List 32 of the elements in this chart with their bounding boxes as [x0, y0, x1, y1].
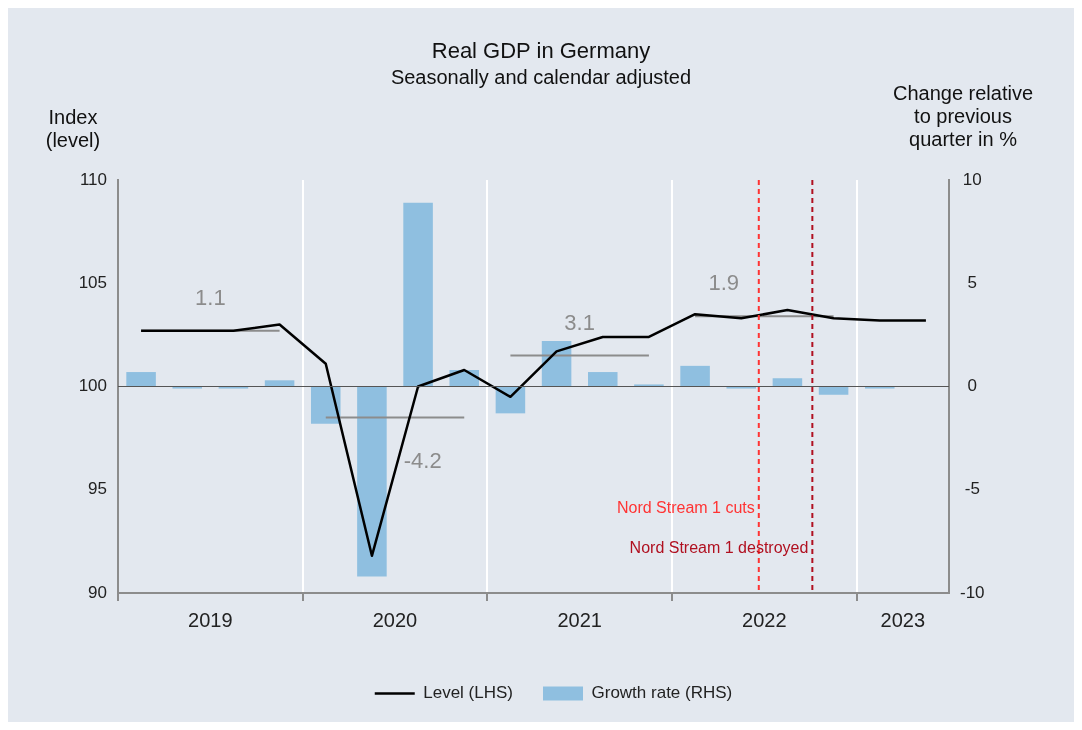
legend-label: Level (LHS) — [423, 683, 514, 703]
annotation: 3.1 — [564, 309, 595, 335]
y2-tick-label: 5 — [967, 272, 978, 292]
y-tick-label: 110 — [79, 169, 107, 189]
x-tick-label: 2021 — [557, 608, 602, 631]
ref-line-label: Nord Stream 1 destroyed — [629, 539, 809, 557]
y2-tick-label: 10 — [962, 169, 982, 189]
y-tick-label: 95 — [88, 479, 107, 499]
x-tick-label: 2022 — [742, 608, 787, 631]
chart-title: Real GDP in Germany — [430, 38, 652, 64]
ref-line-label: Nord Stream 1 cuts — [616, 499, 755, 517]
bar — [403, 202, 433, 387]
y-tick-label: 105 — [78, 272, 107, 292]
x-tick-label: 2020 — [372, 608, 418, 631]
annotation: 1.1 — [195, 284, 226, 310]
x-tick-label: 2023 — [880, 608, 926, 631]
bar — [357, 386, 387, 577]
annotation: 1.9 — [708, 270, 739, 296]
annotation: -4.2 — [403, 447, 442, 473]
y-tick-label: 90 — [88, 582, 107, 602]
y2-tick-label: 0 — [967, 376, 978, 396]
chart-subtitle: Seasonally and calendar adjusted — [390, 66, 692, 88]
y2-tick-label: -5 — [964, 479, 980, 499]
bar — [680, 365, 710, 387]
y2-axis-title: Change relative to previous quarter in % — [891, 82, 1035, 151]
x-tick-label: 2019 — [188, 608, 233, 631]
y-tick-label: 100 — [78, 376, 107, 396]
bar — [126, 372, 156, 387]
bar — [587, 372, 618, 387]
legend-label: Growth rate (RHS) — [591, 683, 733, 703]
y-axis-title: Index (level) — [44, 106, 102, 152]
y2-tick-label: -10 — [960, 582, 985, 602]
